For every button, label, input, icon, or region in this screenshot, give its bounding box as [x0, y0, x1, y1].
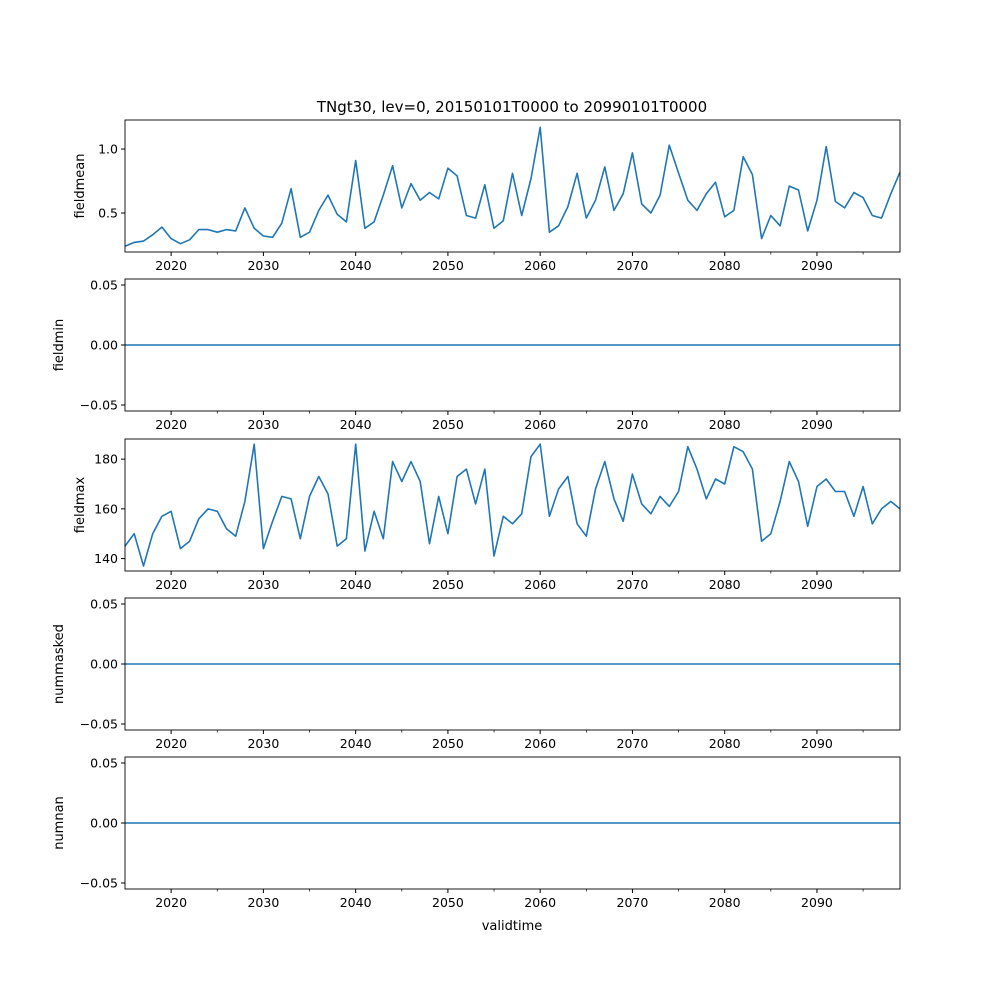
- y-tick-label: 0.05: [90, 278, 118, 293]
- x-tick-label: 2030: [247, 736, 279, 751]
- chart-title: TNgt30, lev=0, 20150101T0000 to 20990101…: [316, 98, 707, 116]
- x-tick-label: 2050: [432, 417, 464, 432]
- x-tick-label: 2050: [432, 258, 464, 273]
- x-tick-label: 2060: [524, 736, 556, 751]
- x-tick-label: 2070: [617, 895, 649, 910]
- x-tick-label: 2090: [801, 417, 833, 432]
- x-tick-label: 2050: [432, 577, 464, 592]
- x-tick-label: 2020: [155, 577, 187, 592]
- x-tick-label: 2060: [524, 577, 556, 592]
- x-tick-label: 2070: [617, 417, 649, 432]
- y-tick-label: 0.00: [90, 657, 118, 672]
- x-tick-label: 2050: [432, 736, 464, 751]
- x-tick-label: 2040: [340, 895, 372, 910]
- x-tick-label: 2080: [709, 258, 741, 273]
- x-tick-label: 2030: [247, 417, 279, 432]
- x-tick-label: 2060: [524, 258, 556, 273]
- x-tick-label: 2070: [617, 577, 649, 592]
- x-tick-label: 2090: [801, 258, 833, 273]
- y-tick-label: 0.00: [90, 338, 118, 353]
- x-tick-label: 2060: [524, 895, 556, 910]
- x-tick-label: 2070: [617, 736, 649, 751]
- y-tick-label: 0.00: [90, 816, 118, 831]
- y-tick-label: −0.05: [80, 398, 118, 413]
- y-tick-label: −0.05: [80, 876, 118, 891]
- x-tick-label: 2080: [709, 417, 741, 432]
- y-axis-label: fieldmean: [73, 154, 88, 219]
- subplot-nummasked: −0.05 0.00 0.05 nummasked 2020 2030 2040 2050 20…: [52, 597, 901, 751]
- subplot-fieldmax: 140 160 180 fieldmax 2020 2030 2040 2050 2060 207…: [73, 438, 901, 592]
- subplot-fieldmin: −0.05 0.00 0.05 fieldmin 2020 2030 2040 2050 206…: [52, 278, 901, 432]
- x-tick-label: 2080: [709, 577, 741, 592]
- x-tick-label: 2020: [155, 895, 187, 910]
- y-axis-label: fieldmin: [52, 319, 67, 372]
- x-tick-label: 2090: [801, 736, 833, 751]
- y-axis-label: fieldmax: [73, 477, 88, 534]
- x-tick-label: 2040: [340, 736, 372, 751]
- y-axis-label: numnan: [52, 796, 67, 850]
- x-tick-label: 2090: [801, 895, 833, 910]
- y-tick-label: 160: [94, 501, 118, 516]
- y-tick-label: 0.05: [90, 597, 118, 612]
- x-axis-label: validtime: [482, 919, 543, 934]
- subplot-fieldmean: 0.5 1.0 fieldmean 2020 2030 2040 2050 2060 2070 2…: [73, 119, 901, 273]
- x-tick-label: 2060: [524, 417, 556, 432]
- y-axis-label: nummasked: [52, 624, 67, 704]
- x-tick-label: 2020: [155, 417, 187, 432]
- y-tick-label: 0.5: [98, 205, 118, 220]
- x-tick-label: 2050: [432, 895, 464, 910]
- subplot-numnan: −0.05 0.00 0.05 numnan 2020 2030 2040 2050 2060 2…: [52, 756, 901, 910]
- x-tick-label: 2040: [340, 258, 372, 273]
- x-tick-label: 2080: [709, 736, 741, 751]
- x-tick-label: 2030: [247, 895, 279, 910]
- x-tick-label: 2030: [247, 577, 279, 592]
- y-tick-label: 0.05: [90, 756, 118, 771]
- axes-frame: [124, 119, 901, 253]
- x-tick-label: 2030: [247, 258, 279, 273]
- x-tick-label: 2090: [801, 577, 833, 592]
- series-line-fieldmean: [124, 126, 901, 247]
- x-tick-label: 2020: [155, 736, 187, 751]
- x-tick-label: 2070: [617, 258, 649, 273]
- x-tick-label: 2040: [340, 577, 372, 592]
- x-tick-label: 2020: [155, 258, 187, 273]
- axes-frame: [124, 438, 901, 572]
- x-tick-label: 2080: [709, 895, 741, 910]
- series-line-fieldmax: [124, 443, 901, 567]
- y-tick-label: 140: [94, 551, 118, 566]
- x-tick-label: 2040: [340, 417, 372, 432]
- y-tick-label: 180: [94, 452, 118, 467]
- y-tick-label: −0.05: [80, 717, 118, 732]
- y-tick-label: 1.0: [98, 142, 118, 157]
